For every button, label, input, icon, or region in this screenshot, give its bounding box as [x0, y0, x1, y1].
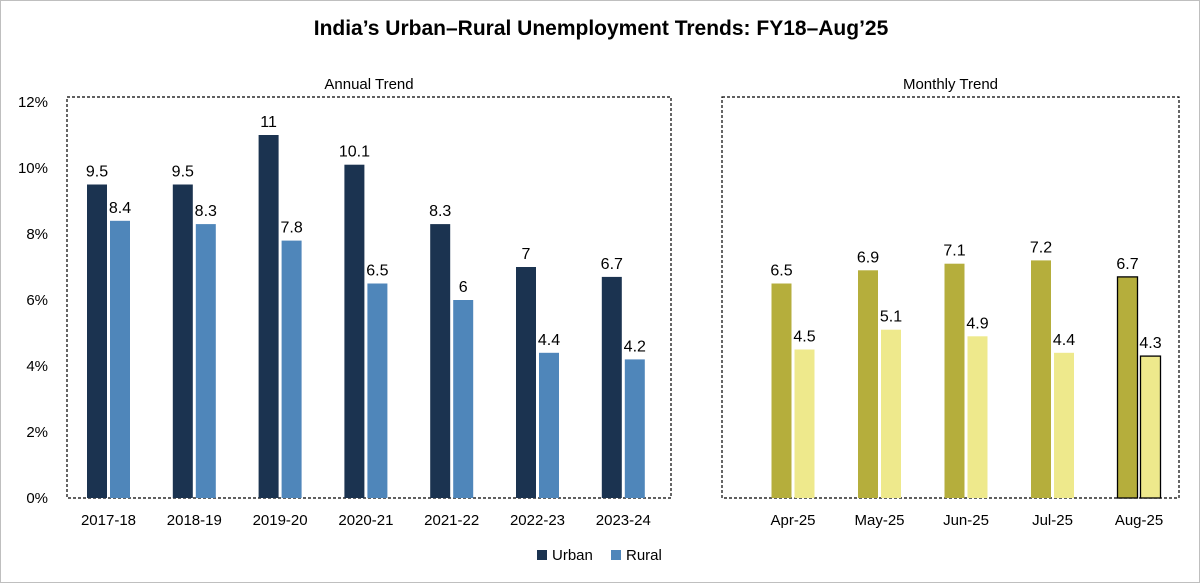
annual-trend-data-label-urban: 10.1 — [339, 144, 370, 161]
monthly-trend-data-label-urban: 7.2 — [1030, 239, 1052, 256]
monthly-trend-panel-label: Monthly Trend — [903, 76, 998, 93]
annual-trend-data-label-rural: 8.3 — [195, 203, 217, 220]
monthly-trend-bar-rural — [881, 329, 901, 498]
monthly-trend-data-label-rural: 5.1 — [880, 309, 902, 326]
y-tick-label: 4% — [26, 358, 48, 375]
monthly-trend-x-tick-label: Jun-25 — [943, 512, 989, 529]
monthly-trend-x-tick-label: Jul-25 — [1032, 512, 1073, 529]
monthly-trend-bar-urban — [771, 283, 792, 498]
monthly-trend-data-label-rural: 4.9 — [966, 315, 988, 332]
chart-title: India’s Urban–Rural Unemployment Trends:… — [313, 17, 889, 40]
monthly-trend-bar-rural — [967, 336, 988, 498]
annual-trend-x-tick-label: 2018-19 — [167, 512, 222, 529]
y-tick-label: 2% — [26, 424, 48, 441]
annual-trend-bar-rural — [367, 283, 388, 498]
monthly-trend-bar-rural — [1054, 352, 1074, 498]
annual-trend-data-label-rural: 7.8 — [280, 220, 302, 237]
annual-trend-data-label-rural: 6 — [459, 279, 468, 296]
annual-trend-x-tick-label: 2022-23 — [510, 512, 565, 529]
annual-trend-bar-rural — [624, 359, 645, 498]
annual-trend-data-label-urban: 6.7 — [601, 256, 623, 273]
annual-trend-bar-urban — [87, 184, 107, 498]
annual-trend-x-tick-label: 2021-22 — [424, 512, 479, 529]
monthly-trend-x-tick-label: May-25 — [854, 512, 904, 529]
annual-trend-data-label-rural: 4.4 — [538, 332, 560, 349]
annual-trend-bar-urban — [258, 135, 279, 498]
annual-trend-data-label-rural: 8.4 — [109, 200, 131, 217]
annual-trend-data-label-urban: 9.5 — [86, 164, 108, 181]
annual-trend-panel-label: Annual Trend — [324, 76, 413, 93]
annual-trend-bar-rural — [539, 352, 559, 498]
annual-trend-bar-rural — [281, 240, 302, 498]
annual-trend-data-label-urban: 11 — [260, 114, 277, 131]
annual-trend-bar-urban — [344, 164, 365, 498]
legend-label-rural: Rural — [626, 547, 662, 564]
annual-trend-x-tick-label: 2020-21 — [338, 512, 393, 529]
y-tick-label: 0% — [26, 490, 48, 507]
annual-trend-bar-urban — [601, 276, 622, 498]
annual-trend-bar-urban — [516, 267, 536, 498]
legend-swatch-urban — [537, 550, 547, 560]
monthly-trend-data-label-urban: 6.9 — [857, 249, 879, 266]
annual-trend-bar-urban — [430, 224, 451, 498]
monthly-trend-bar-urban — [944, 263, 965, 498]
annual-trend-x-tick-label: 2019-20 — [253, 512, 308, 529]
monthly-trend-bar-urban — [1116, 276, 1139, 499]
annual-trend-bar-rural — [195, 224, 216, 498]
annual-trend-bar-urban — [172, 184, 193, 498]
y-tick-label: 12% — [18, 94, 48, 111]
monthly-trend-data-label-rural: 4.4 — [1053, 332, 1075, 349]
monthly-trend-bar-rural — [1139, 355, 1162, 499]
monthly-trend-data-label-urban: 6.5 — [770, 263, 792, 280]
monthly-trend-bar-rural — [794, 349, 815, 498]
y-tick-label: 6% — [26, 292, 48, 309]
monthly-trend-data-label-urban: 6.7 — [1116, 256, 1138, 273]
monthly-trend-x-tick-label: Aug-25 — [1115, 512, 1163, 529]
annual-trend-data-label-rural: 6.5 — [366, 263, 388, 280]
y-tick-label: 8% — [26, 226, 48, 243]
monthly-trend-data-label-urban: 7.1 — [943, 243, 965, 260]
annual-trend-bar-rural — [110, 220, 130, 499]
monthly-trend-bar-urban — [858, 270, 878, 498]
monthly-trend-x-tick-label: Apr-25 — [770, 512, 815, 529]
monthly-trend-data-label-rural: 4.5 — [793, 329, 815, 346]
annual-trend-bar-rural — [453, 300, 474, 498]
legend-label-urban: Urban — [552, 547, 593, 564]
annual-trend-data-label-urban: 8.3 — [429, 203, 451, 220]
monthly-trend-bar-urban — [1031, 260, 1051, 498]
annual-trend-data-label-urban: 9.5 — [172, 164, 194, 181]
annual-trend-x-tick-label: 2017-18 — [81, 512, 136, 529]
monthly-trend-data-label-rural: 4.3 — [1139, 335, 1161, 352]
annual-trend-x-tick-label: 2023-24 — [596, 512, 651, 529]
annual-trend-data-label-urban: 7 — [522, 246, 531, 263]
y-tick-label: 10% — [18, 160, 48, 177]
annual-trend-data-label-rural: 4.2 — [624, 338, 646, 355]
legend-swatch-rural — [611, 550, 621, 560]
